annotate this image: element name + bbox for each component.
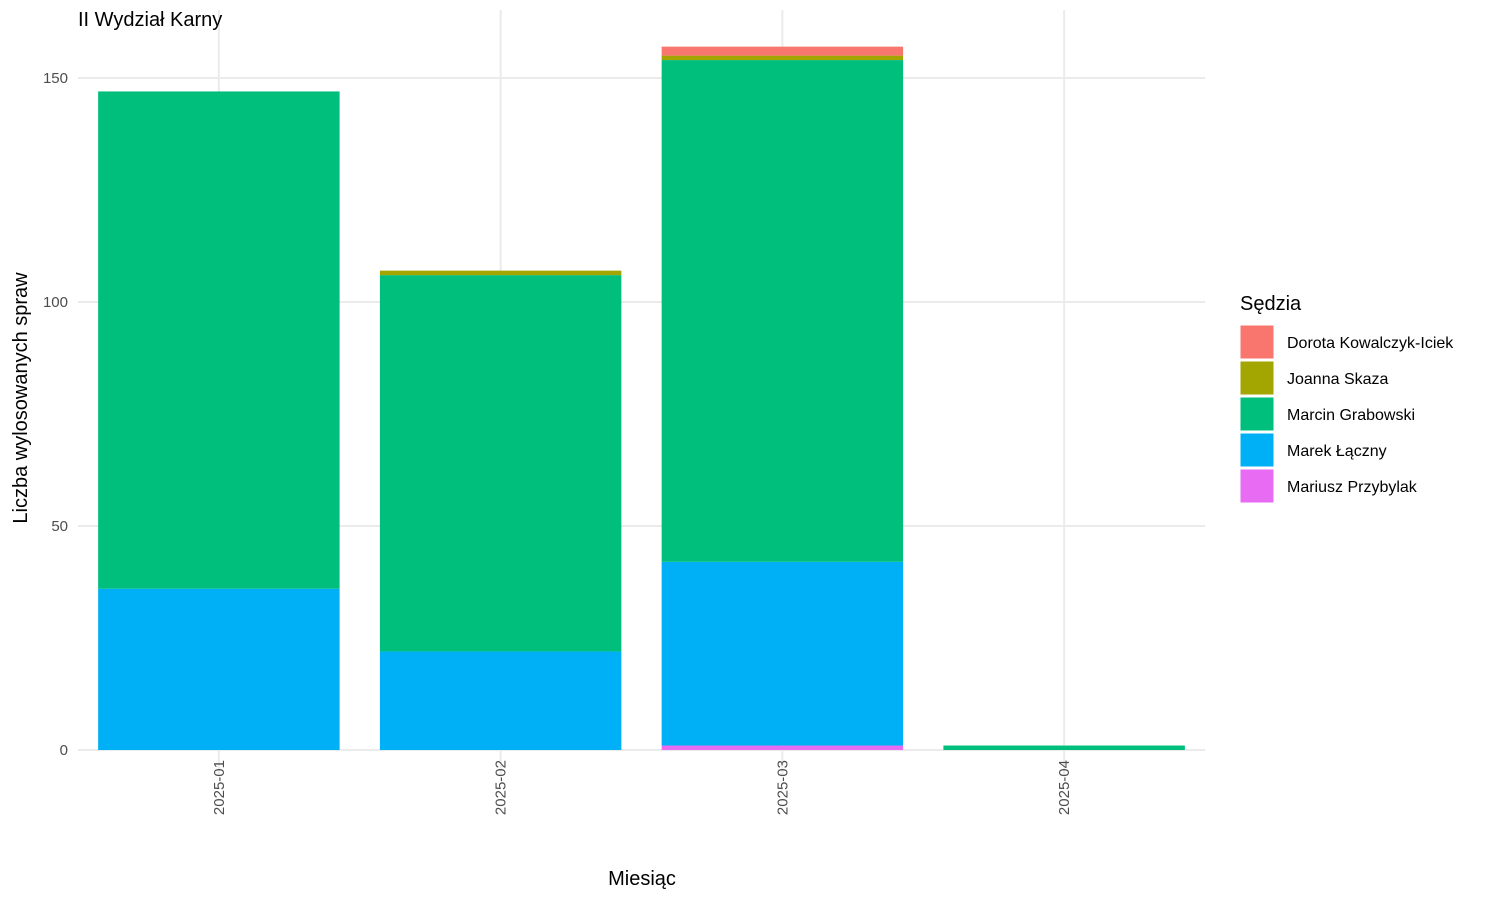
x-axis-ticks: 2025-01 2025-02 2025-03 2025-04 [211, 760, 1073, 815]
bar-segment [661, 745, 904, 750]
x-tick-label: 2025-01 [211, 760, 228, 815]
bar-segment [943, 745, 1185, 750]
x-tick-label: 2025-04 [1056, 760, 1073, 815]
legend-entry-label: Dorota Kowalczyk-Iciek [1287, 335, 1454, 352]
x-tick-label: 2025-03 [774, 760, 791, 815]
x-tick-label: 2025-02 [493, 760, 510, 815]
legend-key [1239, 324, 1275, 360]
bar-segment [661, 561, 904, 746]
bars [98, 46, 1185, 750]
legend-key [1239, 396, 1275, 432]
y-tick-label: 150 [43, 70, 68, 87]
y-tick-label: 50 [51, 518, 68, 535]
chart-title: II Wydział Karny [78, 9, 222, 31]
bar-segment [379, 651, 622, 750]
legend-entry-label: Joanna Skaza [1287, 371, 1389, 388]
bar-segment [98, 91, 340, 589]
legend-key [1239, 360, 1275, 396]
legend-entry-label: Marek Łączny [1287, 443, 1387, 460]
legend-key [1239, 432, 1275, 468]
legend-entry-label: Marcin Grabowski [1287, 407, 1415, 424]
y-axis-ticks: 0 50 100 150 [43, 70, 68, 759]
legend-title: Sędzia [1240, 293, 1302, 315]
x-axis-label: Miesiąc [608, 868, 676, 890]
bar-segment [661, 46, 904, 56]
legend-key [1239, 468, 1275, 504]
bar-segment [379, 270, 622, 276]
y-tick-label: 100 [43, 294, 68, 311]
bar-segment [661, 55, 904, 61]
y-tick-label: 0 [60, 742, 68, 759]
y-axis-label: Liczba wylosowanych spraw [10, 272, 32, 524]
legend-entry-label: Mariusz Przybylak [1287, 479, 1418, 496]
bar-segment [661, 60, 904, 562]
bar-segment [379, 275, 622, 652]
bar-segment [98, 588, 340, 750]
legend: Sędzia Dorota Kowalczyk-Iciek Joanna Skaz… [1239, 293, 1454, 504]
